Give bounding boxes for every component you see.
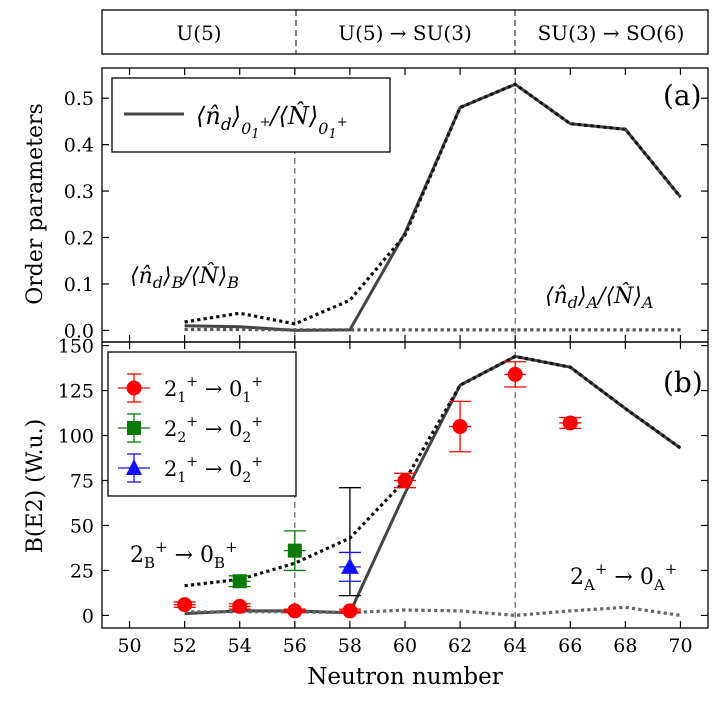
ytick-label: 50 (70, 515, 94, 537)
xtick-label: 50 (117, 635, 141, 657)
panel-a-label: (a) (663, 79, 702, 112)
data-point-circle (507, 366, 523, 382)
top-bar-segment-3: SU(3) → SO(6) (538, 21, 685, 45)
ytick-label: 0 (82, 605, 94, 627)
xtick-label: 60 (393, 635, 417, 657)
legend-b: 21+ → 01+ 22+ → 02+ 21+ → 02+ (107, 351, 297, 497)
xtick-label: 70 (668, 635, 692, 657)
panel-b-plot: 0 25 50 75 100 125 150 50 52 54 56 58 60 62 64 66 68 70 (58, 336, 708, 657)
data-point-circle (452, 419, 468, 435)
xtick-label: 68 (613, 635, 637, 657)
annotation-a-ratio: ⟨n̂d⟩A/⟨N̂⟩A (545, 283, 654, 312)
ytick-label: 125 (58, 381, 94, 403)
series-line-2 (184, 354, 682, 588)
legend-a: ⟨n̂d⟩01+/⟨N̂⟩01+ (111, 77, 391, 153)
ytick-label: 0.0 (64, 320, 94, 342)
data-point-circle (342, 603, 358, 619)
xtick-label: 58 (338, 635, 362, 657)
ytick-label: 75 (70, 471, 94, 493)
ytick-label: 0.1 (64, 274, 94, 296)
data-point-circle (177, 597, 193, 613)
ytick-label: 0.3 (64, 181, 94, 203)
ytick-label: 0.5 (64, 88, 94, 110)
data-point-circle (562, 415, 578, 431)
xtick-label: 64 (503, 635, 527, 657)
xtick-label: 52 (173, 635, 197, 657)
data-point-square (232, 574, 247, 589)
svg-text:21+ → 01+: 21+ → 01+ (164, 374, 263, 406)
ylabel-b: B(E2) (W.u.) (23, 419, 48, 553)
top-bar: U(5) U(5) → SU(3) SU(3) → SO(6) (101, 9, 709, 55)
panel-b-label: (b) (663, 366, 703, 399)
panel-a-plot: 0.0 0.1 0.2 0.3 0.4 0.5 (64, 68, 708, 342)
annotation-a-transition: 2A+ → 0A+ (570, 560, 677, 594)
annotation-b-transition: 2B+ → 0B+ (130, 538, 238, 572)
ylabel-a: Order parameters (23, 103, 48, 305)
ytick-label: 150 (58, 336, 94, 358)
xtick-label: 54 (228, 635, 252, 657)
xlabel: Neutron number (307, 664, 503, 690)
ytick-label: 100 (58, 426, 94, 448)
series-line-1 (184, 354, 682, 616)
data-point-square (287, 543, 302, 558)
data-point-circle (232, 598, 248, 614)
data-point-circle (287, 603, 303, 619)
series-line-2 (184, 82, 682, 326)
top-bar-segment-1: U(5) (176, 21, 221, 45)
xtick-label: 66 (558, 635, 582, 657)
xtick-label: 56 (283, 635, 307, 657)
ytick-label: 0.4 (64, 135, 94, 157)
data-point-triangle (340, 557, 359, 574)
data-point-circle (397, 473, 413, 489)
legend-b-item-1: 21+ → 01+ (118, 373, 263, 406)
ytick-label: 0.2 (64, 228, 94, 250)
annotation-b-ratio: ⟨n̂d⟩B/⟨N̂⟩B (130, 263, 239, 292)
top-bar-segment-2: U(5) → SU(3) (338, 21, 472, 45)
xtick-label: 62 (448, 635, 472, 657)
ytick-label: 25 (70, 560, 94, 582)
